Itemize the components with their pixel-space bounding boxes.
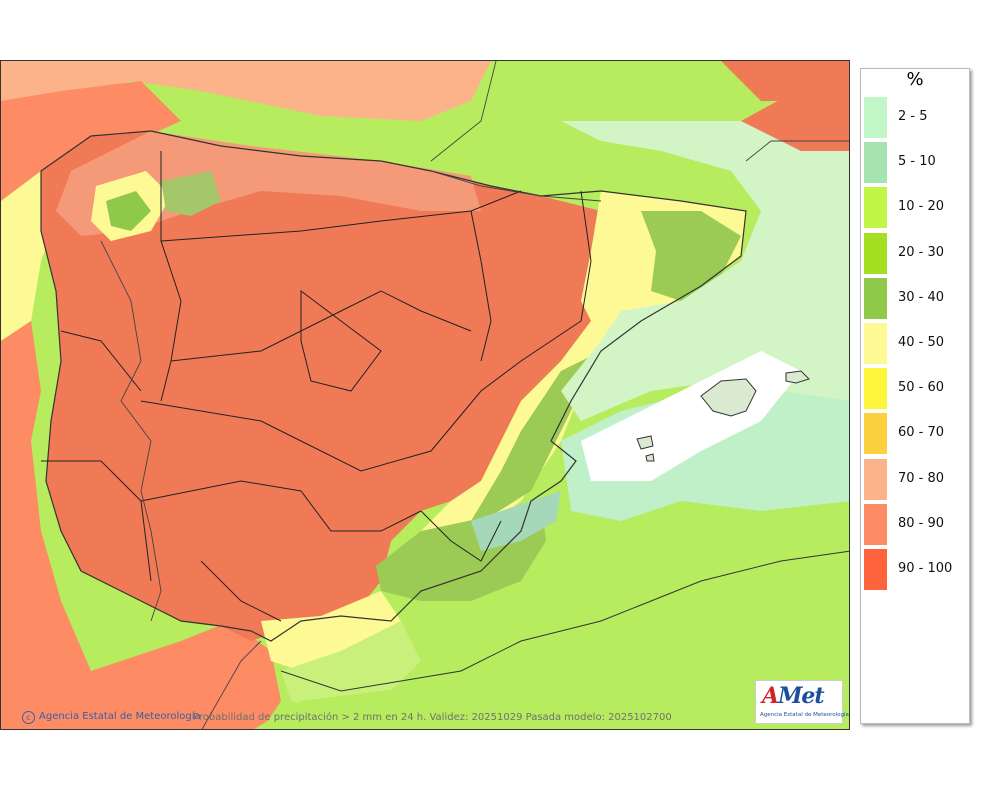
- legend-label: 20 - 30: [898, 244, 945, 260]
- legend-item: 10 - 20: [864, 183, 968, 229]
- legend-label: 5 - 10: [898, 154, 936, 170]
- legend-item: 30 - 40: [864, 274, 968, 319]
- legend-item: 40 - 50: [864, 319, 968, 364]
- legend-item: 20 - 30: [864, 229, 968, 274]
- legend-item: 2 - 5: [864, 93, 968, 138]
- alboran-green: [281, 621, 421, 711]
- legend-swatch: [864, 503, 887, 545]
- country-borders: [100, 61, 849, 729]
- map-canvas: [1, 61, 849, 729]
- legend-item: 5 - 10: [864, 138, 968, 184]
- legend-swatch: [864, 323, 887, 364]
- credit-text: Agencia Estatal de Meteorología: [39, 711, 201, 722]
- legend-label: 10 - 20: [898, 199, 945, 215]
- precipitation-probability-map: [0, 60, 850, 730]
- legend-item: 50 - 60: [864, 364, 968, 410]
- legend-swatch: [864, 142, 887, 184]
- iberia-land-high-probability: [41, 131, 611, 641]
- legend-item: 60 - 70: [864, 409, 968, 455]
- legend-label: 80 - 90: [898, 515, 945, 531]
- north-africa-green: [254, 541, 849, 729]
- formentera-island: [645, 453, 655, 462]
- asturias-green-patch: [161, 171, 221, 216]
- aemet-credit: c Agencia Estatal de Meteorología: [22, 711, 201, 724]
- legend-label: 50 - 60: [898, 380, 945, 396]
- north-africa-coastline: [280, 550, 849, 692]
- mallorca-island: [700, 378, 757, 417]
- gulf-of-cadiz-orange: [81, 621, 281, 729]
- map-caption: Probabilidad de precipitación > 2 mm en …: [193, 712, 672, 723]
- legend-swatch: [864, 97, 887, 138]
- legend-swatch: [864, 187, 887, 229]
- legend-label: 40 - 50: [898, 335, 945, 350]
- atlantic-north-band: [1, 61, 491, 121]
- legend-swatch: [864, 413, 887, 455]
- legend-label: 30 - 40: [898, 289, 945, 305]
- legend-label: 90 - 100: [898, 561, 953, 576]
- alboran-yellow: [261, 591, 401, 671]
- aemet-logo-wordmark: AMet: [762, 683, 825, 709]
- aemet-logo-subtitle: Agencia Estatal de Meteorología: [760, 712, 849, 718]
- mediterranean-light: [561, 121, 849, 421]
- legend-item: 70 - 80: [864, 455, 968, 500]
- galicia-green-patch: [106, 191, 151, 231]
- legend-swatch: [864, 549, 887, 590]
- legend-swatch: [864, 232, 887, 274]
- menorca-island: [785, 370, 810, 384]
- ibiza-island: [636, 435, 654, 450]
- legend-swatch: [864, 458, 887, 500]
- portugal-atlantic-orange: [1, 321, 91, 729]
- legend-item: 80 - 90: [864, 500, 968, 545]
- legend-panel: % 2 - 5 5 - 10 10 - 20 20 - 30 30 - 40 40 - 5…: [860, 68, 970, 724]
- legend-swatch: [864, 368, 887, 410]
- legend-unit: %: [906, 69, 924, 90]
- copyright-icon: c: [22, 711, 35, 724]
- aemet-logo: AMet Agencia Estatal de Meteorología: [755, 680, 849, 724]
- gulf-of-lion-red-top: [721, 61, 849, 101]
- legend-item: 90 - 100: [864, 545, 968, 590]
- legend-swatch: [864, 277, 887, 319]
- legend-label: 70 - 80: [898, 470, 945, 486]
- legend-label: 2 - 5: [898, 109, 928, 124]
- region-borders: [41, 151, 592, 622]
- legend-label: 60 - 70: [898, 425, 945, 441]
- iberia-coastline: [40, 130, 747, 642]
